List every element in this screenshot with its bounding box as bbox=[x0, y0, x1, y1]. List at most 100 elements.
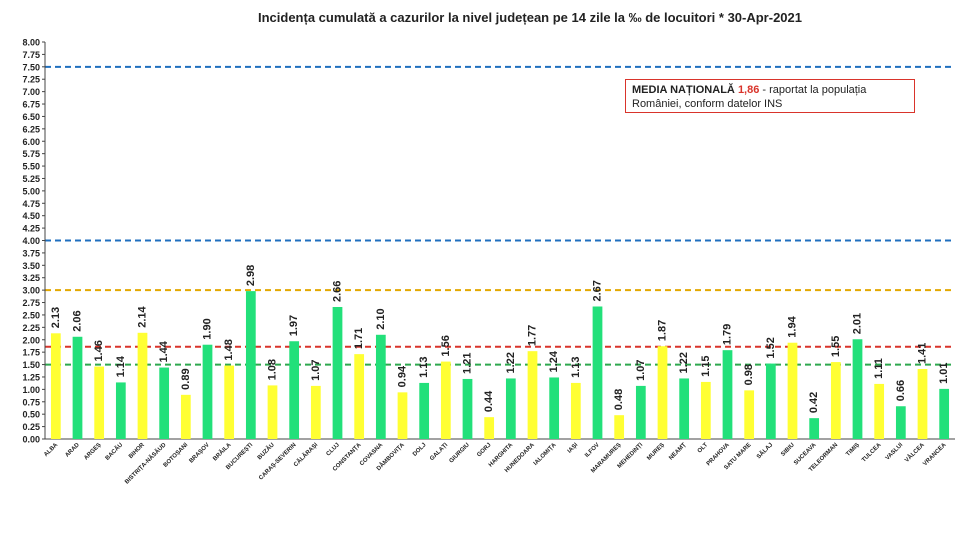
national-average-box: MEDIA NAȚIONALĂ 1,86 - raportat la popul… bbox=[625, 79, 915, 113]
x-tick-label: DOLJ bbox=[412, 442, 428, 458]
y-tick-label: 3.75 bbox=[22, 248, 40, 258]
y-tick-label: 7.50 bbox=[22, 62, 40, 72]
y-tick-label: 5.75 bbox=[22, 149, 40, 159]
bar bbox=[787, 342, 798, 439]
bar bbox=[809, 418, 820, 439]
value-label: 1.22 bbox=[505, 352, 517, 373]
y-tick-label: 8.00 bbox=[22, 38, 40, 48]
value-label: 1.22 bbox=[678, 352, 690, 373]
value-label: 2.67 bbox=[592, 280, 604, 301]
national-average-text: - raportat la populația României, confor… bbox=[632, 84, 867, 110]
y-tick-label: 3.50 bbox=[22, 261, 40, 271]
y-tick-label: 0.25 bbox=[22, 422, 40, 432]
x-tick-label: NEAMȚ bbox=[668, 442, 688, 462]
bar bbox=[419, 382, 430, 439]
value-label: 2.66 bbox=[332, 281, 344, 302]
y-tick-label: 3.00 bbox=[22, 286, 40, 296]
x-tick-label: VÂLCEA bbox=[904, 441, 927, 464]
value-label: 1.56 bbox=[440, 335, 452, 356]
y-tick-label: 1.75 bbox=[22, 348, 40, 358]
bar bbox=[310, 385, 321, 439]
x-tick-label: ARGEȘ bbox=[83, 442, 102, 461]
x-tick-label: BRAȘOV bbox=[189, 442, 211, 464]
value-label: 0.48 bbox=[613, 389, 625, 410]
bar bbox=[267, 385, 278, 439]
x-tick-label: GORJ bbox=[476, 442, 492, 458]
x-tick-label: SĂLAJ bbox=[755, 441, 774, 460]
bar bbox=[917, 369, 928, 439]
x-tick-label: IALOMIȚA bbox=[533, 442, 558, 467]
value-label: 2.01 bbox=[852, 313, 864, 334]
y-tick-label: 5.50 bbox=[22, 162, 40, 172]
y-tick-label: 7.00 bbox=[22, 87, 40, 97]
value-label: 1.13 bbox=[570, 357, 582, 378]
y-tick-label: 0.50 bbox=[22, 410, 40, 420]
bar bbox=[137, 332, 148, 439]
value-labels: 2.13 2.06 1.46 1.14 2.14 1.44 0.89 1.90 1.48 2.98… bbox=[50, 265, 950, 413]
y-tick-label: 7.25 bbox=[22, 75, 40, 85]
bar bbox=[527, 351, 538, 439]
reference-lines bbox=[45, 65, 955, 366]
value-label: 2.10 bbox=[375, 308, 387, 329]
x-tick-label: SIBIU bbox=[780, 442, 796, 458]
y-tick-label: 6.25 bbox=[22, 124, 40, 134]
y-axis: 0.00 0.25 0.50 0.75 1.00 1.25 1.50 1.75 2.00 2.25… bbox=[22, 38, 955, 445]
bar bbox=[657, 346, 668, 439]
value-label: 1.48 bbox=[223, 339, 235, 360]
bars bbox=[50, 291, 950, 439]
value-label: 0.66 bbox=[895, 380, 907, 401]
value-label: 1.90 bbox=[202, 318, 214, 339]
bar bbox=[614, 415, 625, 439]
value-label: 1.11 bbox=[873, 358, 885, 379]
x-tick-label: IAȘI bbox=[567, 442, 580, 455]
value-label: 0.98 bbox=[743, 364, 755, 385]
x-tick-label: MUREȘ bbox=[646, 442, 666, 462]
y-tick-label: 5.25 bbox=[22, 174, 40, 184]
y-tick-label: 6.75 bbox=[22, 100, 40, 110]
x-axis-labels: ALBA ARAD ARGEȘ BACĂU BIHORBISTRIȚA-NĂSĂUDBO… bbox=[43, 441, 948, 486]
value-label: 2.98 bbox=[245, 265, 257, 286]
bar bbox=[332, 306, 343, 439]
x-tick-label: VRANCEA bbox=[922, 442, 948, 468]
value-label: 1.07 bbox=[635, 359, 647, 380]
value-label: 1.07 bbox=[310, 359, 322, 380]
value-label: 1.71 bbox=[353, 328, 365, 349]
y-tick-label: 4.75 bbox=[22, 199, 40, 209]
chart-title: Incidența cumulată a cazurilor la nivel … bbox=[257, 10, 802, 25]
y-tick-label: 3.25 bbox=[22, 273, 40, 283]
bar bbox=[744, 390, 755, 439]
value-label: 1.79 bbox=[722, 324, 734, 345]
bar bbox=[180, 394, 191, 439]
value-label: 1.08 bbox=[267, 359, 279, 380]
value-label: 1.15 bbox=[700, 356, 712, 377]
bar bbox=[765, 363, 776, 439]
y-tick-label: 4.25 bbox=[22, 224, 40, 234]
value-label: 1.44 bbox=[158, 340, 170, 362]
x-tick-label: ALBA bbox=[43, 442, 59, 458]
bar bbox=[874, 383, 885, 439]
bar bbox=[895, 406, 906, 439]
x-tick-label: BACĂU bbox=[104, 441, 124, 461]
value-label: 1.52 bbox=[765, 337, 777, 358]
x-tick-label: CARAȘ-SEVERIN bbox=[258, 442, 297, 481]
y-tick-label: 7.75 bbox=[22, 50, 40, 60]
y-tick-label: 4.00 bbox=[22, 236, 40, 246]
value-label: 1.24 bbox=[548, 350, 560, 372]
y-tick-label: 1.25 bbox=[22, 372, 40, 382]
national-average-value: 1,86 bbox=[737, 84, 760, 96]
bar bbox=[224, 365, 235, 439]
y-tick-label: 2.25 bbox=[22, 323, 40, 333]
bar bbox=[115, 382, 126, 439]
bar bbox=[397, 392, 408, 439]
value-label: 1.87 bbox=[657, 320, 669, 341]
bar bbox=[440, 361, 451, 439]
bar bbox=[700, 381, 711, 439]
y-tick-label: 2.50 bbox=[22, 310, 40, 320]
value-label: 1.77 bbox=[527, 325, 539, 346]
y-tick-label: 0.00 bbox=[22, 435, 40, 445]
bar bbox=[375, 334, 386, 439]
value-label: 1.55 bbox=[830, 336, 842, 357]
bar bbox=[50, 333, 61, 439]
y-tick-label: 6.00 bbox=[22, 137, 40, 147]
y-tick-label: 1.00 bbox=[22, 385, 40, 395]
